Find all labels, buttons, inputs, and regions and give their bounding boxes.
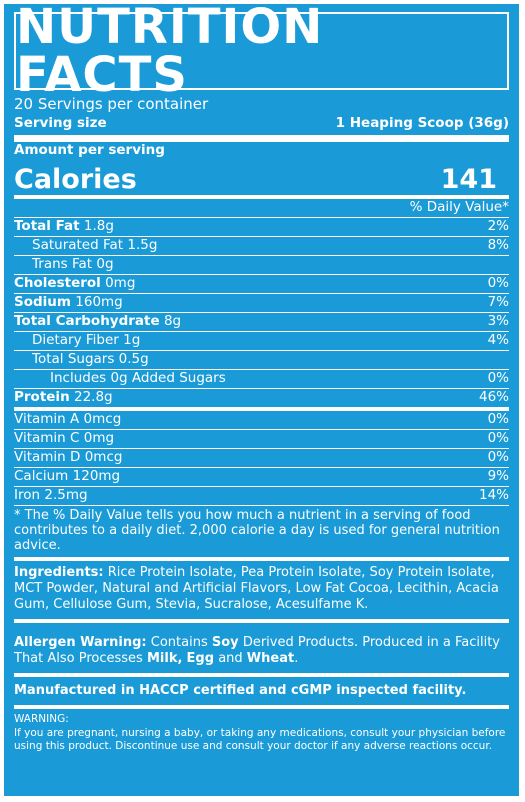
ingredients-text: Rice Protein Isolate, Pea Protein Isolat… — [14, 565, 499, 612]
nutrient-amount: 0g — [96, 256, 114, 272]
nutrient-row-calcium: Calcium 120mg 9% — [14, 467, 509, 486]
ingredients-section: Ingredients: Rice Protein Isolate, Pea P… — [14, 561, 509, 619]
nutrient-dv: 0% — [487, 449, 509, 465]
nutrient-name: Iron — [14, 487, 41, 503]
nutrient-amount: 0.5g — [118, 351, 149, 367]
nutrient-dv: 7% — [487, 294, 509, 310]
nutrition-facts-panel: NUTRITION FACTS 20 Servings per containe… — [4, 3, 519, 796]
nutrient-name: Vitamin D — [14, 449, 81, 465]
serving-size-label: Serving size — [14, 115, 107, 131]
warning-text: If you are pregnant, nursing a baby, or … — [14, 726, 506, 753]
divider-medium — [14, 195, 509, 199]
nutrient-row-protein: Protein 22.8g 46% — [14, 388, 509, 407]
nutrient-name: Vitamin C — [14, 430, 80, 446]
nutrient-name: Cholesterol — [14, 275, 101, 291]
nutrient-row-added-sugars: Includes 0g Added Sugars 0% — [14, 369, 509, 388]
nutrient-row-trans-fat: Trans Fat 0g — [14, 255, 509, 274]
nutrient-amount: 0mcg — [83, 411, 122, 427]
allergen-section: Allergen Warning: Contains Soy Derived P… — [14, 623, 509, 673]
nutrient-dv: 14% — [478, 487, 509, 503]
nutrient-name: Sodium — [14, 294, 71, 310]
divider-medium — [14, 705, 509, 709]
nutrient-row-total-sugars: Total Sugars 0.5g — [14, 350, 509, 369]
divider-thick — [14, 135, 509, 142]
allergen-milk: Milk, — [146, 651, 183, 666]
nutrient-amount: 120mg — [72, 468, 121, 484]
nutrient-name: Includes 0g Added Sugars — [50, 370, 226, 386]
serving-size-row: Serving size 1 Heaping Scoop (36g) — [14, 113, 509, 132]
nutrient-row-dietary-fiber: Dietary Fiber 1g 4% — [14, 331, 509, 350]
title-box: NUTRITION FACTS — [14, 3, 509, 99]
nutrient-amount: 0mcg — [84, 449, 123, 465]
nutrient-name: Total Fat — [14, 218, 80, 234]
nutrient-amount: 8g — [163, 313, 182, 329]
allergen-wheat: Wheat — [246, 651, 295, 666]
nutrient-dv: 8% — [487, 237, 509, 253]
nutrient-name: Trans Fat — [32, 256, 93, 272]
daily-value-footnote: * The % Daily Value tells you how much a… — [14, 505, 509, 557]
nutrient-name: Saturated Fat — [32, 237, 124, 253]
allergen-text: . — [294, 651, 299, 666]
nutrient-row-saturated-fat: Saturated Fat 1.5g 8% — [14, 236, 509, 255]
nutrient-name: Vitamin A — [14, 411, 80, 427]
nutrient-name: Total Carbohydrate — [14, 313, 160, 329]
nutrient-name: Protein — [14, 389, 70, 405]
divider-medium — [14, 557, 509, 561]
nutrient-row-iron: Iron 2.5mg 14% — [14, 486, 509, 505]
allergen-text: Derived Products. Produced in a Facility… — [14, 635, 501, 666]
nutrient-name: Total Sugars — [32, 351, 115, 367]
allergen-egg: Egg — [186, 651, 215, 666]
allergen-text: and — [218, 651, 243, 666]
nutrient-row-vitamin-a: Vitamin A 0mcg 0% — [14, 407, 509, 429]
nutrient-dv: 4% — [487, 332, 509, 348]
nutrient-amount: 1g — [123, 332, 141, 348]
calories-value: 141 — [440, 164, 497, 195]
ingredients-label: Ingredients: — [14, 565, 104, 580]
nutrient-dv: 9% — [487, 468, 509, 484]
nutrient-amount: 22.8g — [73, 389, 113, 405]
nutrient-dv: 46% — [478, 389, 509, 405]
nutrient-name: Dietary Fiber — [32, 332, 119, 348]
warning-label: WARNING: — [14, 713, 69, 725]
divider-medium — [14, 673, 509, 677]
nutrient-dv: 0% — [487, 411, 509, 427]
nutrient-name: Calcium — [14, 468, 69, 484]
allergen-soy: Soy — [211, 635, 239, 650]
nutrient-amount: 0mg — [105, 275, 136, 291]
servings-per-container: 20 Servings per container — [14, 95, 209, 113]
allergen-label: Allergen Warning: — [14, 635, 147, 650]
nutrient-row-vitamin-d: Vitamin D 0mcg 0% — [14, 448, 509, 467]
calories-row: Calories 141 — [14, 159, 509, 195]
nutrient-row-total-fat: Total Fat 1.8g 2% — [14, 217, 509, 236]
warning-section: WARNING: If you are pregnant, nursing a … — [14, 709, 509, 758]
amount-per-serving-label: Amount per serving — [14, 142, 165, 158]
nutrient-dv: 0% — [487, 275, 509, 291]
nutrient-row-sodium: Sodium 160mg 7% — [14, 293, 509, 312]
nutrient-amount: 160mg — [75, 294, 123, 310]
nutrient-row-total-carbohydrate: Total Carbohydrate 8g 3% — [14, 312, 509, 331]
manufactured-statement: Manufactured in HACCP certified and cGMP… — [14, 683, 467, 698]
nutrient-amount: 1.5g — [127, 237, 158, 253]
nutrient-dv: 0% — [487, 430, 509, 446]
daily-value-header: % Daily Value* — [409, 199, 509, 215]
nutrient-amount: 2.5mg — [44, 487, 88, 503]
serving-size-value: 1 Heaping Scoop (36g) — [335, 115, 509, 131]
nutrient-row-cholesterol: Cholesterol 0mg 0% — [14, 274, 509, 293]
nutrient-amount: 0mg — [83, 430, 115, 446]
label-title: NUTRITION FACTS — [16, 0, 324, 103]
allergen-text: Contains — [150, 635, 208, 650]
nutrient-dv: 3% — [487, 313, 509, 329]
divider-medium — [14, 619, 509, 623]
amount-per-serving: Amount per serving — [14, 142, 509, 159]
nutrient-dv: 0% — [487, 370, 509, 386]
nutrient-amount: 1.8g — [83, 218, 114, 234]
nutrient-dv: 2% — [487, 218, 509, 234]
calories-label: Calories — [14, 164, 137, 195]
nutrient-row-vitamin-c: Vitamin C 0mg 0% — [14, 429, 509, 448]
